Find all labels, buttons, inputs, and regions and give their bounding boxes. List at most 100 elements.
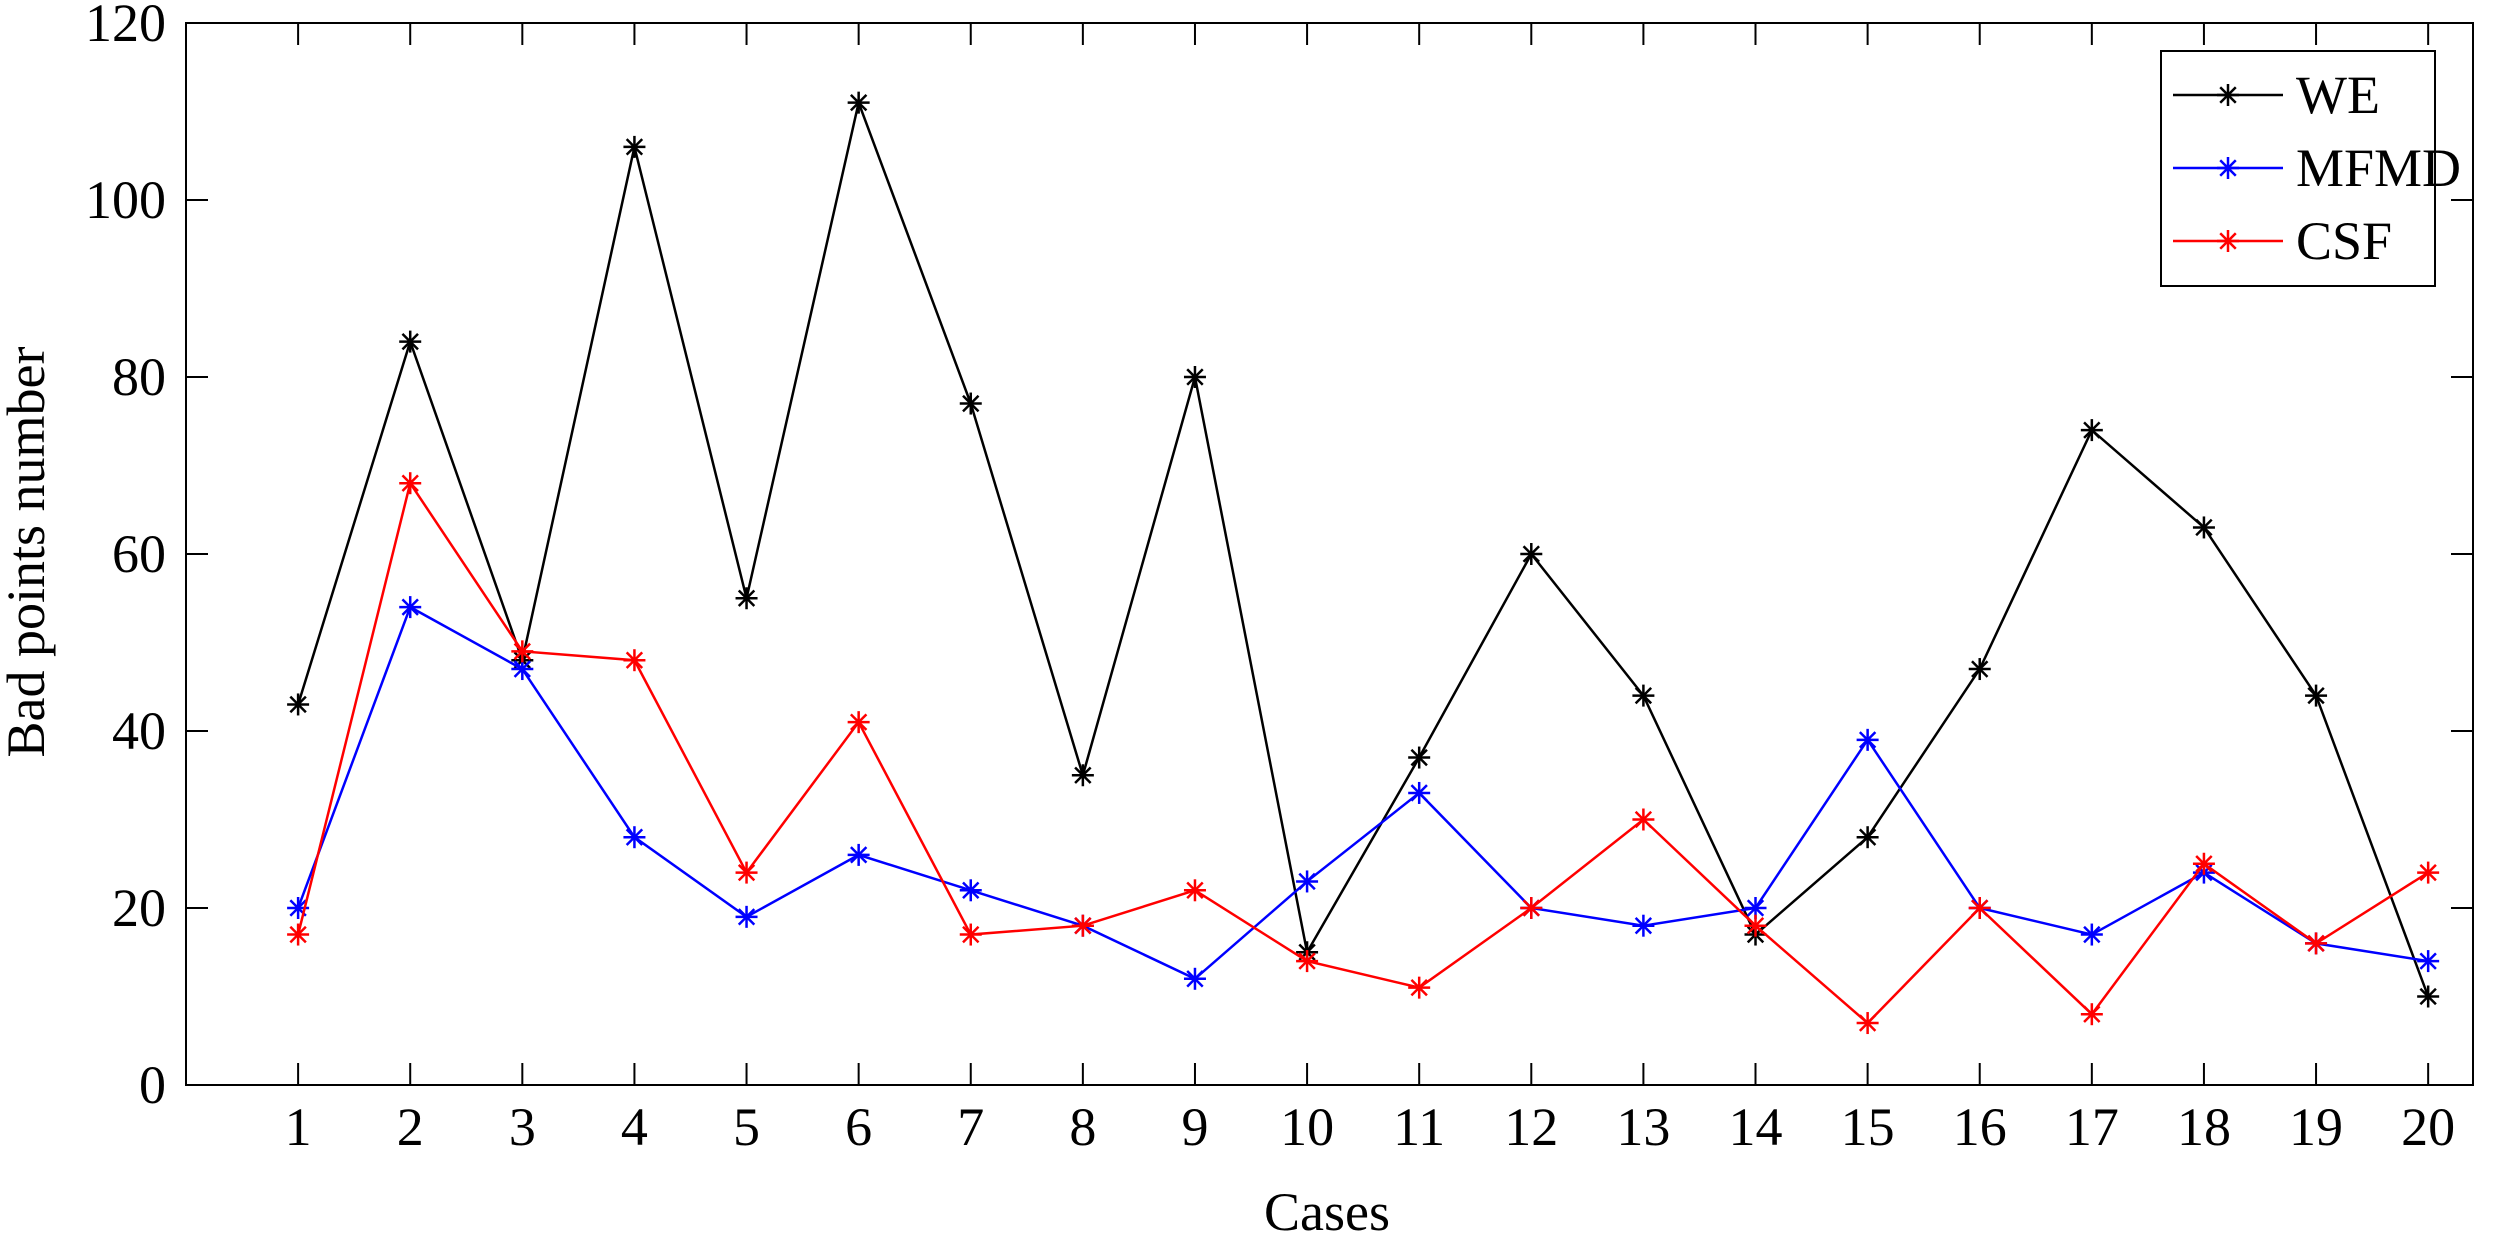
x-tick-label: 18 <box>2177 1097 2231 1157</box>
data-point-we <box>623 135 646 158</box>
x-tick-label: 15 <box>1841 1097 1895 1157</box>
plot-area <box>185 22 2474 1086</box>
data-point-mfmd <box>959 879 982 902</box>
y-tick-label: 60 <box>112 524 166 584</box>
data-point-csf <box>2305 932 2328 955</box>
data-point-csf <box>1632 808 1655 831</box>
data-point-mfmd <box>399 596 422 619</box>
y-tick-label: 40 <box>112 701 166 761</box>
legend-item-mfmd: MFMD <box>2173 138 2461 198</box>
data-point-we <box>2080 419 2103 442</box>
data-point-we <box>1071 764 1094 787</box>
x-tick-label: 9 <box>1181 1097 1208 1157</box>
y-tick-label: 0 <box>139 1055 166 1115</box>
data-point-csf <box>511 640 534 663</box>
data-point-csf <box>1071 914 1094 937</box>
x-tick-label: 8 <box>1069 1097 1096 1157</box>
series-line-we <box>296 98 2430 997</box>
x-tick-label: 5 <box>733 1097 760 1157</box>
series-layer <box>287 91 2440 1035</box>
data-point-we <box>2417 985 2440 1008</box>
data-point-csf <box>1296 950 1319 973</box>
y-tick-label: 20 <box>112 878 166 938</box>
data-point-csf <box>735 861 758 884</box>
data-point-we <box>959 392 982 415</box>
x-tick-label: 12 <box>1504 1097 1558 1157</box>
data-point-mfmd <box>1296 870 1319 893</box>
data-point-we <box>1408 746 1431 769</box>
legend-label-mfmd: MFMD <box>2296 138 2461 198</box>
data-point-csf <box>1408 976 1431 999</box>
y-tick-label: 120 <box>85 0 166 53</box>
x-axis: 1 2 3 4 5 6 7 8 9 10 11 12 13 14 15 16 17 18 19 20 <box>285 23 2455 1157</box>
data-point-csf <box>399 472 422 495</box>
data-point-csf <box>1183 879 1206 902</box>
data-point-mfmd <box>623 826 646 849</box>
data-point-we <box>287 693 310 716</box>
data-point-we <box>1183 366 1206 388</box>
x-tick-label: 13 <box>1616 1097 1670 1157</box>
data-point-we <box>1856 826 1879 849</box>
legend-marker-we <box>2217 84 2239 106</box>
data-point-csf <box>1520 897 1543 919</box>
data-point-mfmd <box>2417 950 2440 973</box>
series-we <box>287 91 2440 1008</box>
x-axis-label: Cases <box>1264 1182 1390 1239</box>
x-tick-label: 11 <box>1393 1097 1445 1157</box>
series-mfmd <box>287 596 2440 990</box>
x-tick-label: 17 <box>2065 1097 2119 1157</box>
data-point-we <box>847 91 870 114</box>
x-tick-label: 4 <box>621 1097 648 1157</box>
legend-item-we: WE <box>2173 65 2380 125</box>
data-point-csf <box>623 649 646 672</box>
data-point-we <box>1520 543 1543 565</box>
data-point-csf <box>847 711 870 734</box>
data-point-mfmd <box>847 843 870 866</box>
data-point-mfmd <box>1632 914 1655 937</box>
x-tick-label: 7 <box>957 1097 984 1157</box>
y-axis: 0 20 40 60 80 100 120 <box>85 0 2473 1115</box>
data-point-csf <box>959 923 982 946</box>
legend: WE MFMD CSF <box>2160 50 2461 287</box>
x-tick-label: 6 <box>845 1097 872 1157</box>
data-point-we <box>1968 658 1991 681</box>
legend-marker-mfmd <box>2217 157 2239 179</box>
data-point-we <box>399 330 422 353</box>
legend-label-we: WE <box>2296 65 2380 125</box>
data-point-csf <box>287 923 310 946</box>
y-tick-label: 100 <box>85 170 166 230</box>
legend-item-csf: CSF <box>2173 211 2392 271</box>
data-point-csf <box>1856 1012 1879 1035</box>
data-point-mfmd <box>1183 967 1206 990</box>
x-tick-label: 20 <box>2401 1097 2455 1157</box>
x-tick-label: 2 <box>397 1097 424 1157</box>
x-tick-label: 3 <box>509 1097 536 1157</box>
legend-label-csf: CSF <box>2296 211 2392 271</box>
data-point-we <box>2192 516 2215 539</box>
data-point-mfmd <box>1856 728 1879 751</box>
series-csf <box>287 472 2440 1035</box>
y-tick-label: 80 <box>112 347 166 407</box>
data-point-csf <box>1968 897 1991 919</box>
data-point-csf <box>2080 1003 2103 1026</box>
x-tick-label: 19 <box>2289 1097 2343 1157</box>
data-point-we <box>2305 684 2328 707</box>
data-point-mfmd <box>2080 923 2103 946</box>
x-tick-label: 10 <box>1280 1097 1334 1157</box>
axes-box <box>185 22 2474 1086</box>
data-point-we <box>1632 684 1655 707</box>
data-point-csf <box>2417 861 2440 884</box>
series-line-csf <box>296 480 2429 1025</box>
data-point-we <box>735 587 758 610</box>
y-axis-label: Bad points number <box>0 347 56 758</box>
data-point-csf <box>2192 852 2215 875</box>
x-tick-label: 1 <box>285 1097 312 1157</box>
x-tick-label: 14 <box>1729 1097 1783 1157</box>
legend-marker-csf <box>2217 230 2239 252</box>
series-line-mfmd <box>296 605 2429 981</box>
data-point-csf <box>1744 914 1767 937</box>
data-point-mfmd <box>735 905 758 928</box>
data-point-mfmd <box>1408 781 1431 804</box>
x-tick-label: 16 <box>1953 1097 2007 1157</box>
